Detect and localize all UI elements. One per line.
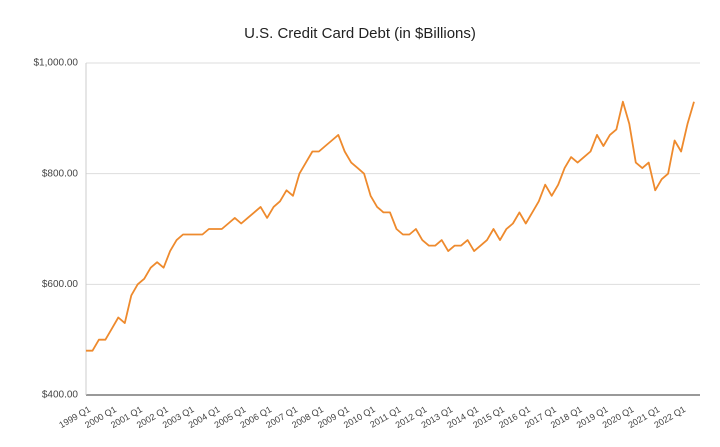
data-line [86,100,695,352]
y-tick-label: $400.00 [42,390,79,401]
chart-title: U.S. Credit Card Debt (in $Billions) [244,25,476,42]
y-tick-label: $800.00 [42,168,79,179]
y-tick-label: $600.00 [42,279,79,290]
y-tick-label: $1,000.00 [34,58,79,69]
